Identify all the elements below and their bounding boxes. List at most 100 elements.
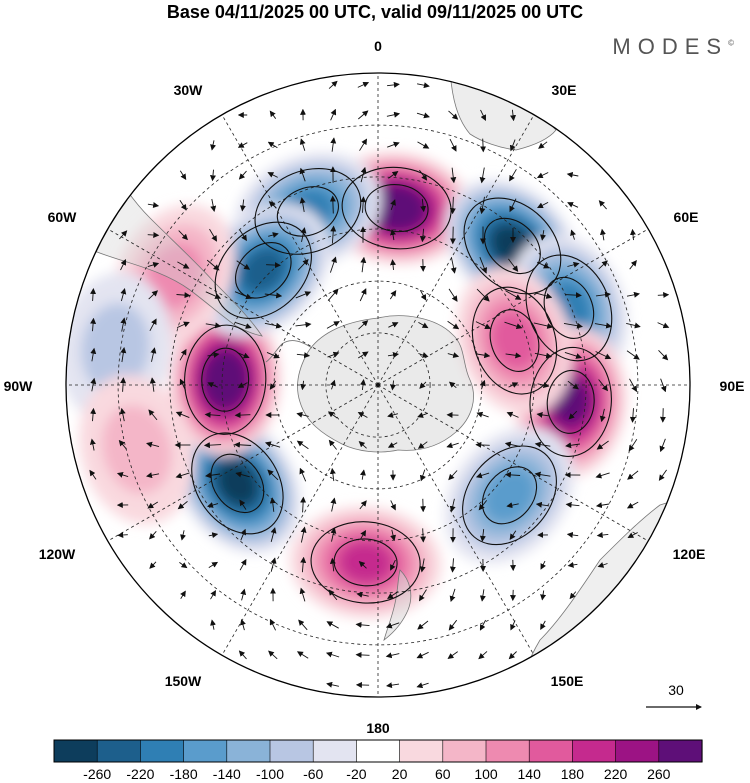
wind-arrow bbox=[120, 377, 127, 392]
wind-arrow bbox=[177, 261, 190, 269]
wind-arrow bbox=[239, 229, 247, 242]
colorbar-swatch bbox=[53, 739, 98, 763]
wind-arrow bbox=[538, 141, 548, 149]
wind-arrow bbox=[416, 112, 430, 119]
contour-low-30w-0 bbox=[276, 186, 339, 237]
wind-arrow bbox=[359, 500, 367, 510]
lon-label-0: 0 bbox=[374, 38, 382, 54]
wind-arrow bbox=[595, 502, 610, 509]
wind-arrow bbox=[238, 170, 247, 180]
wind-arrow bbox=[296, 651, 309, 659]
colorbar-swatch bbox=[269, 739, 314, 763]
wind-arrow bbox=[355, 651, 370, 658]
wind-arrow bbox=[118, 439, 127, 450]
wind-arrow bbox=[540, 590, 547, 601]
wind-arrow bbox=[233, 441, 252, 448]
wind-arrow bbox=[657, 322, 670, 329]
wind-arrow bbox=[564, 351, 583, 359]
wind-arrow bbox=[628, 439, 638, 452]
wind-arrow bbox=[504, 471, 521, 478]
wind-arrow bbox=[597, 562, 608, 568]
wind-arrow bbox=[419, 169, 428, 181]
wind-arrow bbox=[264, 292, 283, 299]
wind-arrow bbox=[327, 288, 339, 301]
wind-arrow bbox=[566, 531, 579, 538]
wind-arrow bbox=[299, 138, 306, 151]
wind-arrow bbox=[387, 81, 400, 88]
wind-arrow bbox=[119, 407, 126, 422]
wind-arrow bbox=[387, 442, 398, 448]
wind-arrow bbox=[237, 142, 248, 148]
colorbar-tick-label: -100 bbox=[256, 766, 284, 782]
wind-arrow bbox=[480, 138, 487, 153]
wind-arrow bbox=[534, 441, 551, 448]
wind-arrow bbox=[446, 442, 459, 449]
wind-arrow bbox=[478, 651, 488, 660]
wind-arrow bbox=[508, 651, 517, 660]
colorbar-swatch bbox=[442, 739, 487, 763]
wind-arrow bbox=[627, 470, 639, 480]
colorbar-tick-label: 20 bbox=[392, 766, 408, 782]
wind-arrow bbox=[147, 202, 160, 208]
wind-arrow bbox=[149, 377, 156, 392]
wind-arrow bbox=[478, 500, 488, 511]
wind-arrow bbox=[116, 472, 129, 478]
wind-arrow bbox=[176, 321, 190, 329]
wind-arrow bbox=[420, 528, 427, 543]
wind-arrow bbox=[269, 380, 277, 390]
wind-arrow bbox=[387, 352, 399, 358]
wind-arrow bbox=[657, 291, 670, 298]
wind-arrow bbox=[475, 472, 490, 479]
wind-arrow bbox=[209, 169, 216, 182]
wind-arrow bbox=[295, 291, 312, 299]
wind-arrow bbox=[510, 620, 516, 631]
wind-arrow bbox=[567, 261, 580, 268]
wind-arrow bbox=[506, 411, 519, 418]
wind-arrow bbox=[203, 442, 222, 449]
lon-label-120w: 120W bbox=[39, 546, 76, 562]
wind-arrow bbox=[567, 202, 579, 208]
wind-arrow bbox=[206, 259, 220, 271]
colorbar-tick-label: 220 bbox=[604, 766, 628, 782]
wind-arrow bbox=[330, 379, 336, 390]
wind-arrow bbox=[360, 379, 366, 391]
wind-arrow bbox=[360, 166, 367, 183]
wind-arrow bbox=[117, 531, 128, 538]
wind-arrow bbox=[327, 411, 338, 419]
wind-arrow bbox=[207, 502, 219, 508]
colorbar-ticks: -260 -220 -180 -140 -100 -60 -20 20 60 100 140 180 2… bbox=[83, 766, 671, 782]
wind-arrow bbox=[389, 290, 397, 300]
wind-arrow bbox=[390, 229, 396, 241]
wind-arrow bbox=[479, 619, 486, 631]
wind-arrow bbox=[479, 589, 486, 602]
lon-label-60w: 60W bbox=[48, 209, 78, 225]
wind-arrow bbox=[505, 352, 522, 359]
wind-arrow bbox=[269, 618, 277, 631]
wind-arrow bbox=[330, 527, 337, 542]
colorbar-tick-label: 180 bbox=[561, 766, 585, 782]
wind-arrow bbox=[504, 321, 523, 330]
wind-arrow bbox=[297, 258, 309, 271]
wind-arrow bbox=[475, 321, 492, 329]
meridian-240 bbox=[107, 384, 379, 542]
wind-arrow bbox=[568, 410, 578, 420]
wind-arrow bbox=[419, 469, 426, 482]
wind-arrow bbox=[448, 470, 458, 481]
wind-arrow bbox=[299, 587, 306, 602]
wind-arrow bbox=[295, 321, 312, 328]
wind-arrow bbox=[208, 532, 219, 539]
wind-arrow bbox=[89, 469, 97, 480]
wind-arrow bbox=[236, 260, 251, 270]
wind-arrow bbox=[357, 351, 369, 359]
wind-arrow bbox=[479, 529, 486, 542]
wind-arrow bbox=[264, 322, 283, 329]
wind-arrow bbox=[267, 141, 278, 149]
wind-arrow bbox=[235, 471, 250, 478]
wind-arrow bbox=[596, 440, 609, 450]
wind-arrow bbox=[299, 467, 307, 482]
wind-arrow bbox=[90, 288, 97, 302]
wind-arrow bbox=[418, 589, 427, 602]
wind-arrow bbox=[419, 381, 427, 389]
south-america-land bbox=[91, 149, 263, 337]
wind-arrow bbox=[240, 528, 247, 541]
